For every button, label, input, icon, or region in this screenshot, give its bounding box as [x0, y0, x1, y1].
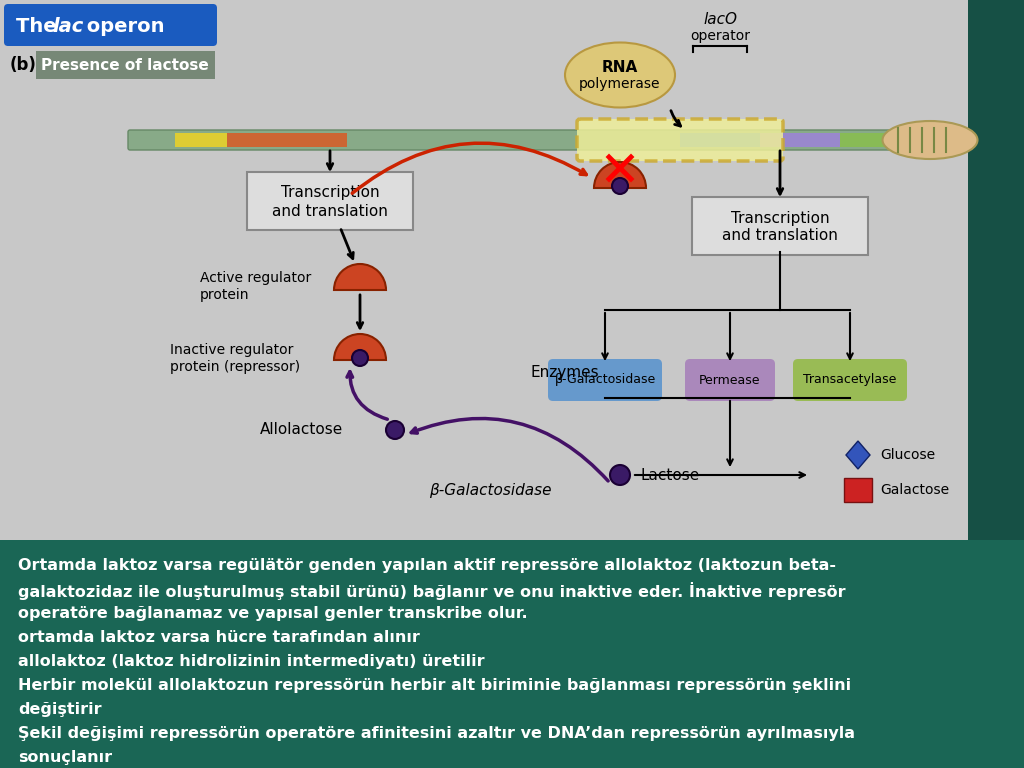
Text: Enzymes: Enzymes	[530, 366, 599, 380]
Circle shape	[610, 465, 630, 485]
FancyBboxPatch shape	[692, 197, 868, 255]
Text: Herbir molekül allolaktozun repressörün herbir alt biriminie bağlanması repressö: Herbir molekül allolaktozun repressörün …	[18, 678, 851, 693]
Wedge shape	[594, 162, 646, 188]
Text: Inactive regulator: Inactive regulator	[170, 343, 293, 357]
Bar	[968, 0, 1024, 540]
Bar	[840, 133, 900, 147]
Text: RNA: RNA	[602, 59, 638, 74]
Text: Galactose: Galactose	[880, 483, 949, 497]
Text: Active regulator: Active regulator	[200, 271, 311, 285]
Ellipse shape	[883, 121, 978, 159]
Bar	[227, 133, 347, 147]
Bar	[175, 133, 227, 147]
Text: galaktozidaz ile oluşturulmuş stabil ürünü) bağlanır ve onu inaktive eder. İnakt: galaktozidaz ile oluşturulmuş stabil ürü…	[18, 582, 846, 600]
Text: β-Galactosidase: β-Galactosidase	[554, 373, 655, 386]
FancyBboxPatch shape	[548, 359, 662, 401]
FancyBboxPatch shape	[36, 51, 215, 79]
Text: operon: operon	[80, 16, 165, 35]
Bar	[760, 133, 840, 147]
Text: Permease: Permease	[699, 373, 761, 386]
Wedge shape	[334, 334, 386, 360]
Circle shape	[612, 178, 628, 194]
Text: (b): (b)	[10, 56, 37, 74]
FancyBboxPatch shape	[4, 4, 217, 46]
FancyBboxPatch shape	[128, 130, 970, 150]
Wedge shape	[334, 264, 386, 290]
Text: Şekil değişimi repressörün operatöre afinitesini azaltır ve DNA’dan repressörün : Şekil değişimi repressörün operatöre afi…	[18, 726, 855, 741]
Text: Glucose: Glucose	[880, 448, 935, 462]
Text: protein: protein	[200, 288, 250, 302]
Text: The: The	[16, 16, 63, 35]
FancyBboxPatch shape	[685, 359, 775, 401]
Text: Ortamda laktoz varsa regülätör genden yapılan aktif repressöre allolaktoz (lakto: Ortamda laktoz varsa regülätör genden ya…	[18, 558, 836, 573]
Text: polymerase: polymerase	[580, 77, 660, 91]
Bar	[680, 133, 760, 147]
Text: and translation: and translation	[722, 229, 838, 243]
FancyBboxPatch shape	[577, 119, 783, 161]
Text: lac: lac	[52, 16, 83, 35]
Circle shape	[386, 421, 404, 439]
Text: operatöre bağlanamaz ve yapısal genler transkribe olur.: operatöre bağlanamaz ve yapısal genler t…	[18, 606, 527, 621]
Ellipse shape	[565, 42, 675, 108]
Text: Transcription: Transcription	[281, 186, 379, 200]
Bar	[0, 0, 1024, 540]
Text: ortamda laktoz varsa hücre tarafından alınır: ortamda laktoz varsa hücre tarafından al…	[18, 630, 420, 645]
Text: değiştirir: değiştirir	[18, 702, 101, 717]
Text: allolaktoz (laktoz hidrolizinin intermediyatı) üretilir: allolaktoz (laktoz hidrolizinin intermed…	[18, 654, 484, 669]
Text: β-Galactosidase: β-Galactosidase	[429, 482, 551, 498]
Bar	[0, 540, 1024, 768]
Bar	[844, 478, 872, 502]
Circle shape	[352, 350, 368, 366]
Text: protein (repressor): protein (repressor)	[170, 360, 300, 374]
Text: Allolactose: Allolactose	[260, 422, 343, 438]
Polygon shape	[846, 441, 870, 469]
Text: and translation: and translation	[272, 204, 388, 219]
Text: operator: operator	[690, 29, 750, 43]
FancyBboxPatch shape	[247, 172, 413, 230]
Text: lacO: lacO	[703, 12, 737, 28]
Text: Transacetylase: Transacetylase	[803, 373, 897, 386]
Text: Presence of lactose: Presence of lactose	[41, 58, 209, 72]
Text: Lactose: Lactose	[640, 468, 699, 482]
Text: Transcription: Transcription	[731, 210, 829, 226]
FancyBboxPatch shape	[793, 359, 907, 401]
Text: sonuçlanır: sonuçlanır	[18, 750, 112, 765]
